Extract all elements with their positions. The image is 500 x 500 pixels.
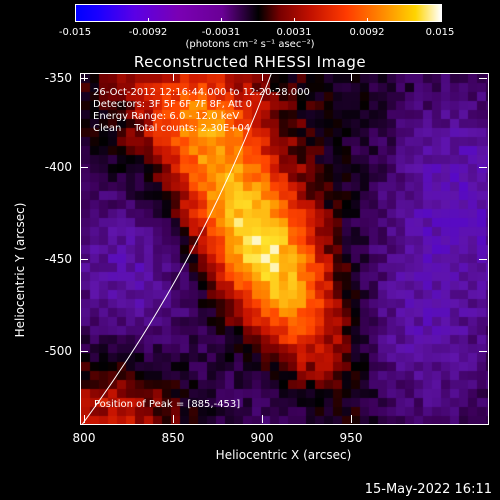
- y-tick-label: -350: [44, 71, 72, 85]
- x-tick-mark: [262, 415, 263, 423]
- x-tick-label: 950: [339, 431, 363, 445]
- colorbar-units: (photons cm⁻² s⁻¹ asec⁻²): [185, 39, 315, 50]
- info-energy-range: Energy Range: 6.0 - 12.0 keV: [93, 111, 240, 122]
- colorbar: [75, 4, 442, 22]
- x-tick-mark: [173, 415, 174, 423]
- colorbar-tick-label: 0.015: [425, 27, 455, 38]
- y-tick-mark: [479, 167, 487, 168]
- x-tick-mark: [173, 73, 174, 81]
- y-tick-mark: [80, 351, 88, 352]
- y-tick-label: -500: [44, 344, 72, 358]
- colorbar-tick-mark: [440, 18, 441, 22]
- y-tick-mark: [80, 259, 88, 260]
- y-tick-mark: [479, 351, 487, 352]
- info-clean-counts: Clean Total counts: 2.30E+04: [93, 123, 251, 134]
- y-axis-label: Heliocentric Y (arcsec): [13, 202, 27, 338]
- peak-position-label: Position of Peak = [885,-453]: [94, 399, 241, 410]
- colorbar-tick-label: -0.015: [58, 27, 92, 38]
- y-tick-label: -400: [44, 160, 72, 174]
- limb-overlay: [81, 74, 272, 424]
- x-tick-label: 800: [72, 431, 96, 445]
- solar-limb-line: [81, 74, 272, 424]
- x-tick-mark: [84, 415, 85, 423]
- info-time-range: 26-Oct-2012 12:16:44.000 to 12:20:28.000: [93, 87, 310, 98]
- x-axis-label: Heliocentric X (arcsec): [215, 448, 352, 462]
- colorbar-tick-mark: [367, 18, 368, 22]
- colorbar-tick-label: 0.0092: [349, 27, 385, 38]
- colorbar-tick-label: 0.0031: [276, 27, 312, 38]
- y-tick-label: -450: [44, 252, 72, 266]
- x-tick-mark: [351, 73, 352, 81]
- x-tick-mark: [351, 415, 352, 423]
- y-tick-mark: [479, 78, 487, 79]
- x-tick-mark: [262, 73, 263, 81]
- colorbar-tick-label: -0.0031: [201, 27, 241, 38]
- plot-datestamp: 15-May-2022 16:11: [364, 482, 492, 497]
- y-tick-mark: [479, 259, 487, 260]
- x-tick-mark: [84, 73, 85, 81]
- info-detectors: Detectors: 3F 5F 6F 7F 8F, Att 0: [93, 99, 253, 110]
- heatmap-plot-area: 26-Oct-2012 12:16:44.000 to 12:20:28.000…: [80, 73, 489, 425]
- colorbar-tick-mark: [221, 18, 222, 22]
- x-tick-label: 900: [250, 431, 274, 445]
- colorbar-tick-mark: [294, 18, 295, 22]
- heatmap-image: [81, 74, 488, 424]
- x-tick-label: 850: [161, 431, 185, 445]
- colorbar-tick-label: -0.0092: [128, 27, 168, 38]
- y-tick-mark: [80, 167, 88, 168]
- plot-title: Reconstructed RHESSI Image: [133, 53, 367, 71]
- colorbar-tick-mark: [75, 18, 76, 22]
- colorbar-tick-mark: [148, 18, 149, 22]
